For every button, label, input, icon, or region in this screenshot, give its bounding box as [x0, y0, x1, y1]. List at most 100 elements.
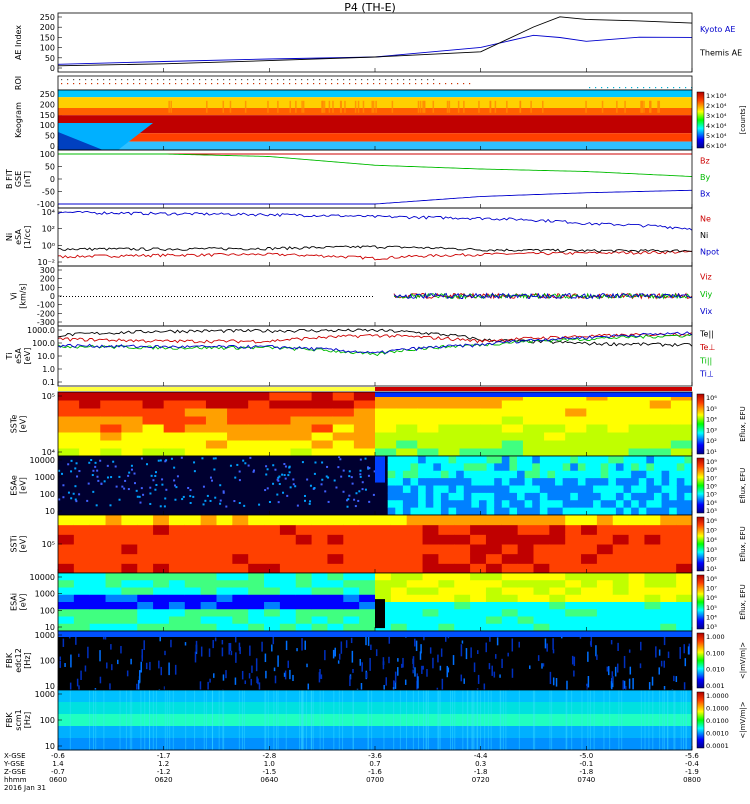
legend-entry: Ti||: [699, 356, 712, 365]
spectrogram-cell: [193, 470, 196, 473]
roi-mark: [85, 83, 87, 85]
spectrogram-cell: [410, 485, 419, 494]
spectrogram-cell: [304, 499, 307, 502]
spectrogram-cell: [163, 448, 186, 457]
spectrogram-streak: [418, 690, 420, 750]
spectrogram-cell: [581, 534, 598, 545]
spectrogram-cell: [653, 500, 663, 509]
spectrogram-cell: [164, 460, 167, 463]
spectrogram-streak: [609, 690, 611, 750]
spectrogram-cell: [646, 478, 655, 486]
spectrogram-streak: [342, 690, 344, 750]
spectrogram-cell: [121, 515, 138, 526]
spectrogram-cell: [684, 470, 693, 479]
spectrogram-cell: [351, 650, 354, 663]
spectrogram-cell: [607, 440, 630, 449]
spectrogram-cell: [123, 487, 126, 490]
spectrogram-streak: [185, 690, 187, 750]
spectrogram-cell: [544, 416, 566, 425]
spectrogram-cell: [137, 580, 154, 588]
spectrogram-cell: [121, 594, 138, 603]
spectrogram-cell: [79, 408, 101, 417]
spectrogram-cell: [321, 478, 324, 481]
spectrogram-cell: [459, 440, 482, 449]
spectrogram-streak: [685, 690, 687, 750]
roi-mark: [619, 87, 621, 89]
spectrogram-cell: [501, 432, 524, 441]
velocity-zero-dot: [252, 296, 253, 297]
colorbar-tick-label: 10⁶: [706, 483, 717, 491]
velocity-zero-dot: [285, 296, 286, 297]
spectrogram-cell: [184, 524, 202, 535]
spectrogram-cell: [343, 534, 360, 545]
spectrogram-cell: [402, 470, 412, 479]
y-axis-label: ESAe [eV]: [10, 475, 28, 496]
spectrogram-cell: [359, 544, 376, 555]
spectrogram-cell: [394, 680, 397, 689]
spectrogram-cell: [511, 668, 514, 678]
spectrogram-cell: [271, 644, 273, 652]
velocity-zero-dot: [168, 296, 169, 297]
spectrogram-cell: [232, 623, 249, 632]
spectrogram-cell: [610, 640, 613, 645]
y-tick-label: 100: [40, 121, 55, 130]
roi-mark: [283, 79, 285, 81]
keogram-streak: [267, 100, 269, 113]
spectrogram-cell: [616, 663, 619, 673]
spectrogram-cell: [494, 492, 503, 501]
spectrogram-cell: [410, 492, 419, 501]
spectrogram-cell: [612, 544, 630, 555]
roi-mark: [319, 83, 321, 85]
spectrogram-cell: [327, 580, 344, 588]
colorbar-label: <|mV/m|>: [739, 701, 747, 738]
spectrogram-cell: [577, 485, 586, 494]
velocity-zero-dot: [276, 296, 277, 297]
roi-mark: [673, 87, 675, 89]
spectrogram-cell: [623, 470, 632, 479]
spectrogram-cell: [100, 400, 122, 409]
spectrogram-streak: [466, 690, 468, 750]
spectrogram-cell: [628, 440, 651, 449]
spectrogram-cell: [289, 669, 291, 680]
spectrogram-cell: [615, 456, 625, 464]
spectrogram-cell: [494, 500, 503, 509]
colorbar: [696, 691, 705, 749]
spectrogram-cell: [86, 499, 89, 502]
spectrogram-streak: [499, 690, 501, 750]
spectrogram-cell: [269, 392, 291, 401]
roi-mark: [595, 87, 597, 89]
velocity-zero-dot: [243, 296, 244, 297]
spectrogram-cell: [418, 470, 427, 479]
spectrogram-streak: [241, 690, 243, 750]
spectrogram-cell: [350, 476, 353, 479]
spectrogram-cell: [327, 623, 344, 632]
spectrogram-streak: [480, 690, 482, 750]
spectrogram-streak: [164, 690, 166, 750]
spectrogram-cell: [565, 416, 587, 425]
spectrogram-cell: [111, 664, 113, 671]
spectrogram-cell: [99, 650, 101, 662]
spectrogram-cell: [440, 456, 450, 464]
colorbar: [696, 574, 705, 630]
spectrogram-streak: [194, 690, 196, 750]
spectrogram-cell: [517, 463, 526, 472]
spectrogram-cell: [649, 416, 672, 425]
spectrogram-cell: [596, 573, 614, 581]
y-axis-label-line: SSTe: [10, 415, 19, 434]
spectrogram-cell: [264, 524, 281, 535]
spectrogram-cell: [277, 476, 280, 479]
spectrogram-cell: [121, 587, 138, 596]
spectrogram-cell: [461, 640, 464, 644]
spectrogram-cell: [353, 400, 376, 409]
spectrogram-cell: [343, 563, 360, 574]
spectrogram-cell: [470, 544, 487, 555]
spectrogram-cell: [232, 515, 249, 526]
spectrogram-cell: [438, 553, 455, 564]
spectrogram-cell: [612, 594, 630, 603]
spectrogram-cell: [675, 676, 678, 683]
keogram-streak: [206, 100, 208, 113]
spectrogram-cell: [290, 392, 313, 401]
spectrogram-cell: [351, 482, 354, 485]
spectrogram-cell: [501, 594, 519, 603]
